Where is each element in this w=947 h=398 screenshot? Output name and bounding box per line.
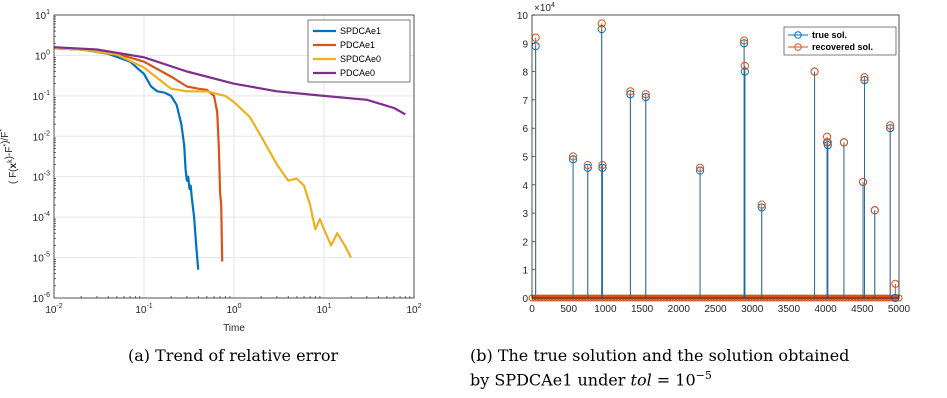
x-tick-label-b: 3500 — [778, 304, 801, 315]
y-tick-label-a: 10-3 — [33, 171, 50, 184]
x-tick-label-a: 100 — [226, 303, 241, 316]
series-line-PDCAe0 — [53, 46, 406, 116]
y-tick-label-b: 4 — [522, 181, 528, 192]
recovered-marker — [740, 61, 749, 71]
recovered-marker — [823, 138, 832, 147]
caption-b-label: (b) — [470, 346, 493, 365]
legend-label-b-0: true sol. — [812, 30, 847, 40]
true-marker — [740, 39, 749, 48]
true-marker — [860, 75, 869, 85]
y-tick-label-a: 101 — [35, 9, 50, 22]
y-tick-label-a: 10-6 — [33, 292, 50, 305]
recovered-marker — [839, 138, 849, 147]
true-marker — [626, 90, 635, 99]
recovered-marker — [858, 177, 868, 187]
recovered-marker — [695, 163, 705, 172]
recovered-marker — [740, 36, 749, 45]
recovered-marker — [569, 152, 578, 161]
y-tick-label-b: 3 — [522, 209, 528, 220]
recovered-marker — [822, 132, 832, 141]
caption-b-exponent: −5 — [695, 369, 712, 382]
y-tick-label-b: 6 — [522, 124, 528, 135]
caption-b-eq: = 10 — [656, 370, 696, 390]
caption-a: (a) Trend of relative error — [128, 346, 338, 366]
x-tick-label-a: 10-2 — [45, 303, 62, 316]
caption-a-label: (a) — [128, 346, 151, 365]
x-axis-label-a: Time — [223, 323, 245, 334]
true-marker — [569, 155, 578, 164]
series-line-SPDCAe1 — [53, 47, 200, 270]
y-tick-label-a: 10-1 — [33, 90, 50, 103]
x-tick-label-b: 4500 — [851, 304, 874, 315]
true-marker — [740, 67, 749, 76]
true-marker — [641, 92, 650, 102]
legend-label-PDCAe1: PDCAe1 — [340, 40, 375, 50]
caption-b-line2: by SPDCAe1 under — [470, 370, 626, 390]
x-tick-label-b: 500 — [560, 304, 577, 315]
caption-a-text: Trend of relative error — [155, 346, 339, 365]
legend-swatch-marker-1 — [794, 43, 802, 51]
recovered-marker — [757, 200, 766, 209]
y-tick-label-b: 5 — [522, 153, 528, 164]
recovered-marker — [626, 87, 635, 96]
true-marker — [886, 124, 895, 133]
x-tick-label-a: 101 — [316, 303, 331, 316]
y-exponent-label-b: ×104 — [534, 2, 555, 14]
y-tick-label-b: 10 — [517, 11, 529, 22]
x-tick-label-a: 102 — [406, 303, 421, 316]
legend-box-b — [783, 26, 897, 56]
recovered-marker — [597, 19, 606, 28]
true-marker — [583, 163, 592, 172]
legend-label-b-1: recovered sol. — [812, 42, 873, 52]
caption-b-line1: The true solution and the solution obtai… — [497, 346, 850, 365]
x-tick-label-b: 1500 — [631, 304, 654, 315]
recovered-marker — [810, 67, 819, 76]
y-tick-label-a: 10-5 — [33, 252, 50, 265]
x-tick-label-b: 4000 — [814, 304, 837, 315]
x-tick-label-b: 0 — [529, 304, 535, 315]
x-tick-label-a: 10-1 — [135, 303, 152, 316]
true-marker — [597, 25, 606, 34]
y-axis-label-a: ( F(xk)-F*)/F* — [0, 129, 19, 184]
true-marker — [598, 163, 607, 172]
x-tick-label-b: 1000 — [594, 304, 617, 315]
y-tick-label-b: 2 — [522, 237, 528, 248]
recovered-marker — [598, 160, 607, 170]
plot-area-b — [532, 15, 899, 298]
axes-frame-a — [53, 14, 415, 299]
y-tick-label-b: 8 — [522, 68, 528, 79]
legend-label-SPDCAe0: SPDCAe0 — [340, 54, 381, 64]
true-marker — [695, 166, 705, 175]
true-marker — [757, 203, 766, 212]
series-line-PDCAe1 — [53, 47, 224, 262]
y-tick-label-b: 1 — [522, 266, 528, 277]
caption-b-tol: tol — [630, 370, 652, 390]
y-tick-label-b: 7 — [522, 96, 528, 107]
recovered-marker — [860, 73, 869, 82]
recovered-marker — [870, 206, 879, 215]
recovered-marker — [886, 121, 895, 130]
caption-b: (b) The true solution and the solution o… — [470, 346, 849, 390]
y-tick-label-a: 10-4 — [33, 211, 50, 224]
legend-label-SPDCAe1: SPDCAe1 — [340, 26, 381, 36]
recovered-marker — [641, 90, 650, 99]
x-tick-label-b: 5000 — [888, 304, 911, 315]
x-tick-label-b: 2000 — [668, 304, 691, 315]
x-tick-label-b: 3000 — [741, 304, 764, 315]
true-marker — [823, 141, 832, 150]
legend-swatch-marker-0 — [794, 31, 802, 39]
recovered-marker — [583, 160, 592, 170]
y-tick-label-a: 100 — [35, 49, 50, 62]
y-tick-label-b: 0 — [522, 294, 528, 305]
axes-frame-b — [531, 14, 900, 299]
series-line-SPDCAe0 — [53, 47, 353, 259]
y-tick-label-a: 10-2 — [33, 130, 50, 143]
y-tick-label-b: 9 — [522, 39, 528, 50]
legend-label-PDCAe0: PDCAe0 — [340, 68, 375, 78]
x-tick-label-b: 2500 — [704, 304, 727, 315]
